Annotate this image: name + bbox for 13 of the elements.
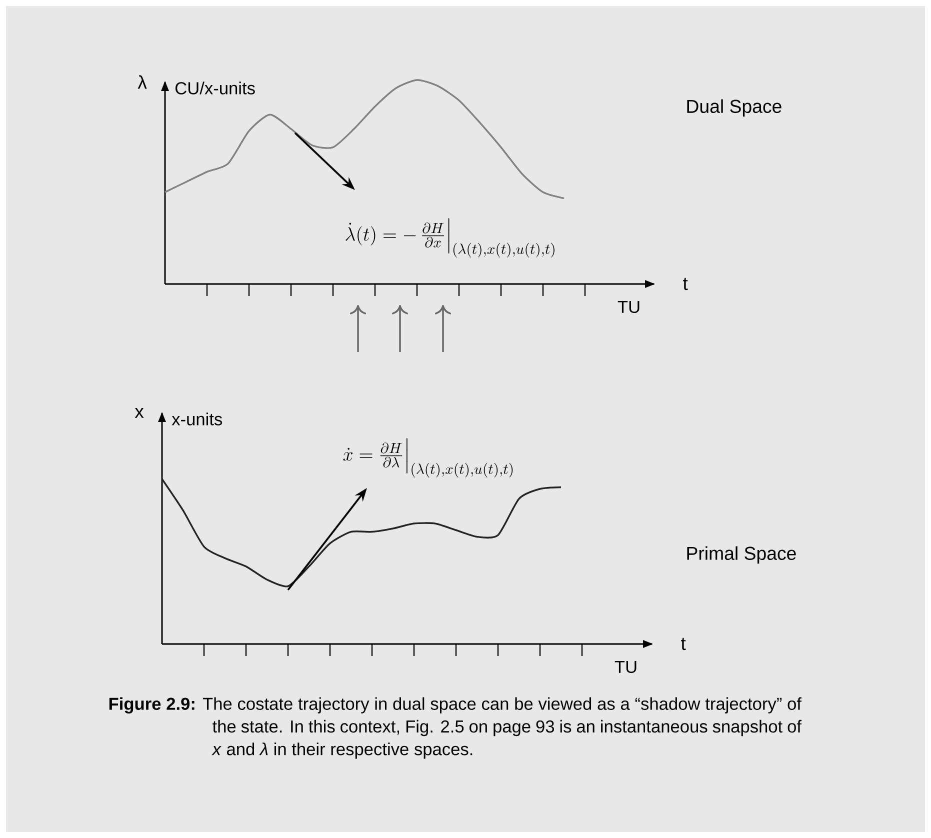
annotation: $\dot{\lambda}(t) = -\,\frac{\partial H}{\partial x}\Big|_{(\lambda(t),x(t),u(t),t)}$ xyxy=(346,218,554,258)
text: Primal Space xyxy=(687,546,796,564)
x-axis-title: t xyxy=(683,278,688,290)
text: TU xyxy=(618,300,640,314)
text: Dual Space xyxy=(687,99,782,117)
x-axis-title: t xyxy=(681,638,686,650)
text: Figure 2.9: The costate trajectory in dual space can be viewed as a “shadow trajectory” of the state. In this context, Fig. 2.5 on page 93 is an instantaneous snapshot of x and λ in their respective spaces. xyxy=(109,697,802,759)
text: $\dot{x} = \frac{\partial H}{\partial \lambda}\Big|_{(\lambda(t),x(t),u(t),t)}$ xyxy=(343,438,513,478)
y-axis-title: λ xyxy=(138,75,147,89)
text: TU xyxy=(614,660,636,674)
annotation: CU/x-units xyxy=(175,82,255,94)
text: x-units xyxy=(172,412,222,426)
y-axis-title: x xyxy=(134,408,144,418)
